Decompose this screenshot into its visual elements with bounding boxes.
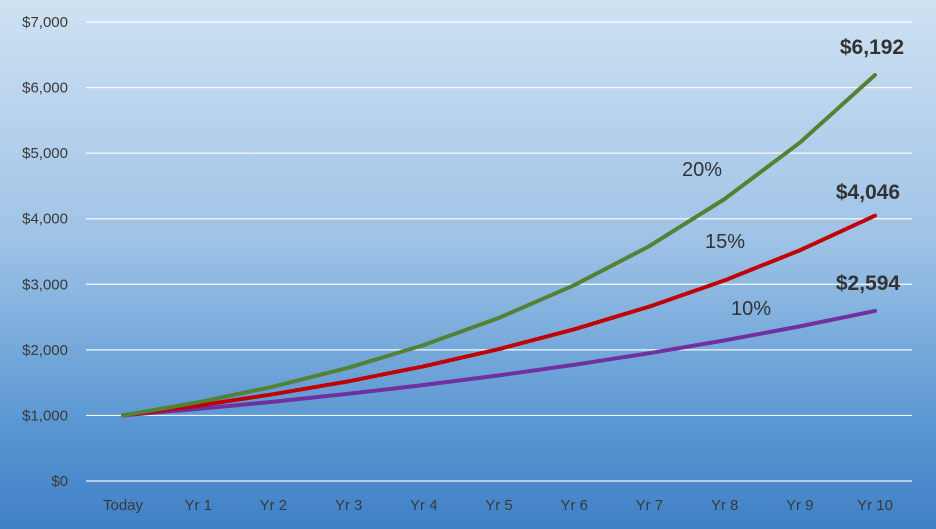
y-tick-label: $6,000 (22, 80, 68, 97)
y-tick-label: $2,000 (22, 342, 68, 359)
series-labels: $6,192 20% $4,046 15% $2,594 10% (682, 36, 904, 320)
x-tick-label: Yr 6 (560, 497, 588, 514)
y-tick-label: $4,000 (22, 211, 68, 228)
y-tick-label: $3,000 (22, 276, 68, 293)
x-tick-label: Yr 1 (184, 497, 212, 514)
gridlines (86, 21, 912, 482)
x-tick-label: Yr 10 (857, 497, 893, 514)
series-rate-label: 20% (682, 159, 722, 181)
series-lines (121, 73, 877, 418)
x-tick-label: Yr 7 (636, 497, 664, 514)
y-tick-label: $5,000 (22, 145, 68, 162)
series-line (121, 308, 877, 418)
series-line (121, 213, 877, 418)
end-value-label: $6,192 (840, 36, 904, 59)
x-tick-label: Yr 5 (485, 497, 513, 514)
y-tick-label: $1,000 (22, 407, 68, 424)
x-tick-label: Yr 8 (711, 497, 739, 514)
x-tick-label: Today (103, 497, 144, 514)
series-rate-label: 10% (731, 298, 771, 320)
end-value-label: $2,594 (836, 272, 901, 295)
series-line (121, 73, 877, 418)
x-tick-label: Yr 4 (410, 497, 438, 514)
y-tick-label: $7,000 (22, 14, 68, 31)
x-tick-label: Yr 9 (786, 497, 814, 514)
series-rate-label: 15% (705, 231, 745, 253)
x-tick-label: Yr 3 (335, 497, 363, 514)
x-axis-ticks: Today Yr 1 Yr 2 Yr 3 Yr 4 Yr 5 Yr 6 Yr 7 Yr 8 Yr … (103, 497, 893, 514)
x-tick-label: Yr 2 (260, 497, 288, 514)
y-axis-ticks: $0 $1,000 $2,000 $3,000 $4,000 $5,000 $6,000 $7… (22, 14, 68, 490)
y-tick-label: $0 (51, 473, 68, 490)
end-value-label: $4,046 (836, 181, 900, 204)
